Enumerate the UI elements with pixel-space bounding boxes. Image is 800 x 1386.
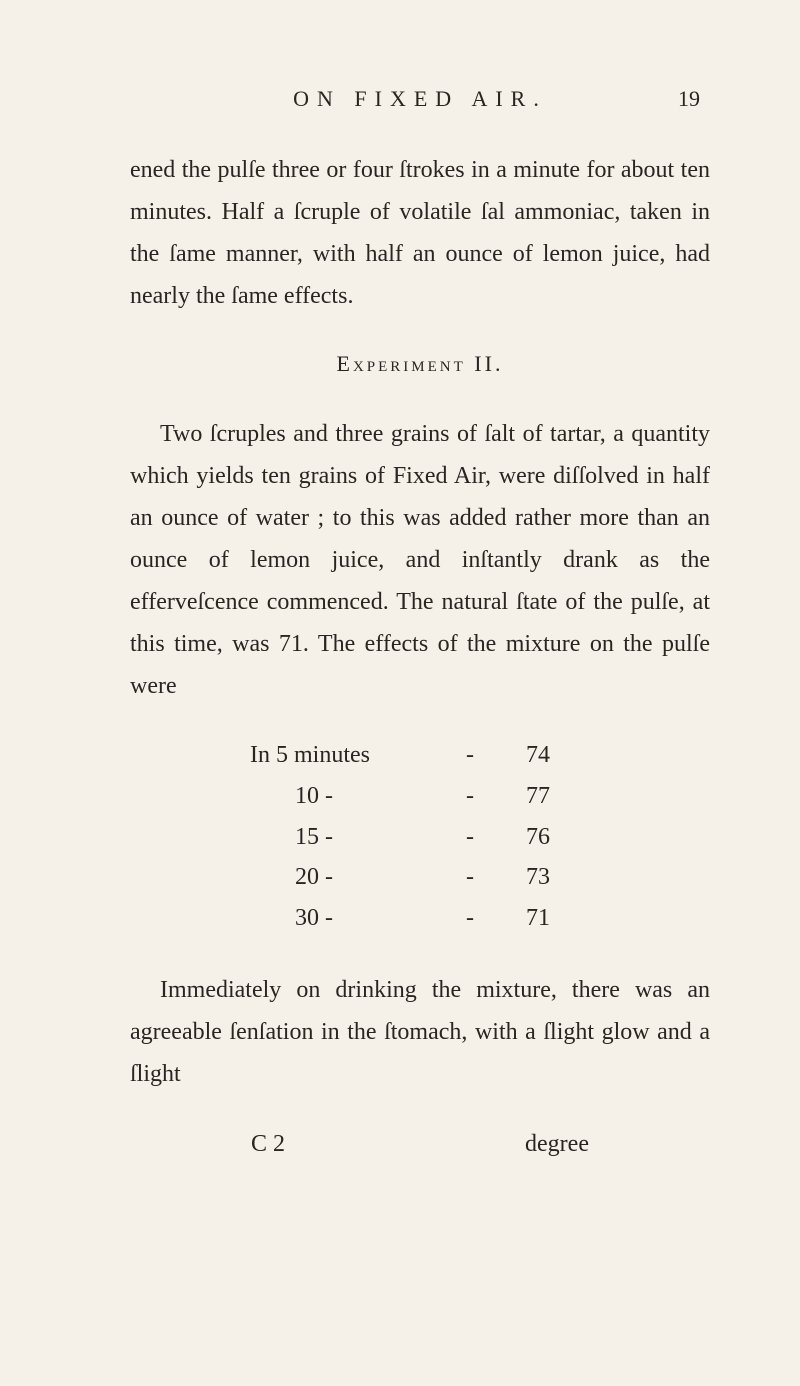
table-dash: - bbox=[450, 857, 490, 898]
table-row: 15 - - 76 bbox=[250, 817, 710, 858]
paragraph-1: ened the pulſe three or four ſtrokes in … bbox=[130, 149, 710, 317]
table-dash: - bbox=[450, 776, 490, 817]
paragraph-2: Two ſcruples and three grains of ſalt of… bbox=[130, 413, 710, 707]
catchline: C 2 degree bbox=[130, 1123, 710, 1165]
table-dash: - bbox=[450, 817, 490, 858]
table-row: 20 - - 73 bbox=[250, 857, 710, 898]
table-label: 15 - bbox=[250, 817, 450, 858]
table-row: In 5 minutes - 74 bbox=[250, 735, 710, 776]
table-label: 10 - bbox=[250, 776, 450, 817]
table-value: 74 bbox=[490, 735, 550, 776]
signature-mark: C 2 bbox=[251, 1123, 285, 1165]
page-number: 19 bbox=[678, 80, 700, 119]
minutes-table: In 5 minutes - 74 10 - - 77 15 - - 76 20… bbox=[250, 735, 710, 939]
paragraph-3: Immediately on drinking the mixture, the… bbox=[130, 969, 710, 1095]
table-row: 30 - - 71 bbox=[250, 898, 710, 939]
table-label: 30 - bbox=[250, 898, 450, 939]
table-label: In 5 minutes bbox=[250, 735, 450, 776]
table-value: 71 bbox=[490, 898, 550, 939]
table-label: 20 - bbox=[250, 857, 450, 898]
running-title: ON FIXED AIR. bbox=[293, 86, 547, 111]
table-value: 77 bbox=[490, 776, 550, 817]
catchword: degree bbox=[525, 1123, 589, 1165]
table-value: 73 bbox=[490, 857, 550, 898]
table-row: 10 - - 77 bbox=[250, 776, 710, 817]
table-value: 76 bbox=[490, 817, 550, 858]
experiment-heading: Experiment II. bbox=[130, 345, 710, 384]
page-header: ON FIXED AIR. 19 bbox=[130, 80, 710, 119]
table-dash: - bbox=[450, 735, 490, 776]
table-dash: - bbox=[450, 898, 490, 939]
